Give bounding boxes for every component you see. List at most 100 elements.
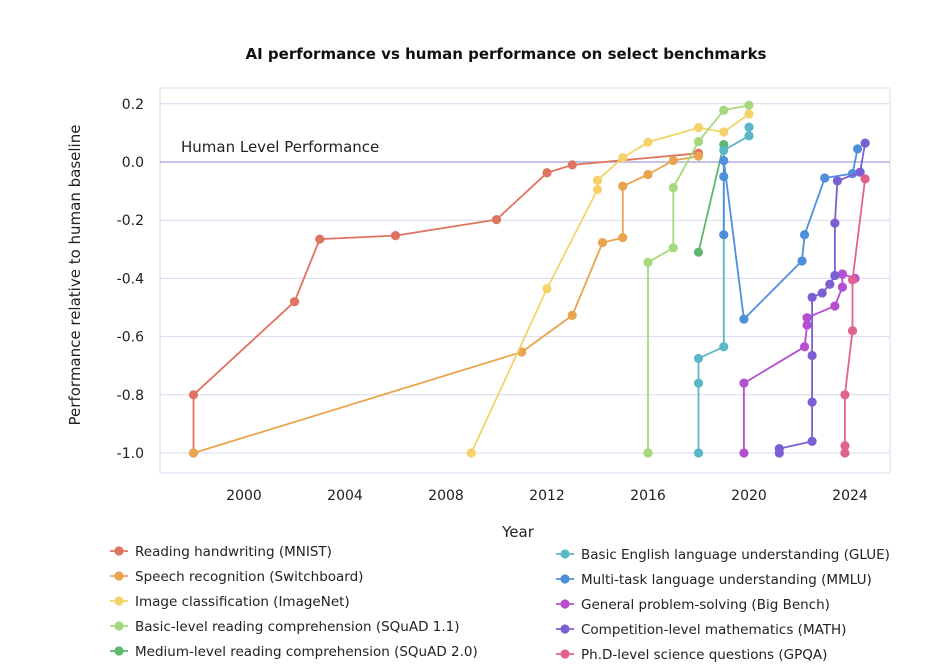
data-point (567, 160, 577, 170)
data-point (799, 230, 810, 240)
data-point (744, 109, 754, 119)
data-point (592, 175, 603, 185)
human-baseline-label: Human Level Performance (181, 138, 379, 156)
legend-item: Medium-level reading comprehension (SQuA… (110, 644, 478, 660)
legend-item: Ph.D-level science questions (GPQA) (556, 647, 827, 663)
data-point (693, 448, 704, 458)
data-point (390, 231, 401, 241)
legend-label: Speech recognition (Switchboard) (135, 569, 363, 585)
data-point (643, 137, 653, 147)
legend-item: Competition-level mathematics (MATH) (556, 622, 846, 638)
data-point (840, 390, 850, 400)
reference-line-group: Human Level Performance (160, 138, 890, 163)
data-point (852, 144, 863, 154)
data-point (188, 390, 199, 400)
data-point (739, 314, 749, 324)
data-point (837, 282, 848, 292)
data-point (797, 256, 807, 266)
legend-swatch-dot (114, 546, 124, 556)
data-point (719, 105, 729, 115)
legend-item: Basic-level reading comprehension (SQuAD… (110, 619, 460, 635)
legend-label: Reading handwriting (MNIST) (135, 544, 332, 560)
series-line (470, 113, 750, 454)
data-point (840, 441, 850, 451)
data-point (668, 243, 678, 253)
y-tick-label: -0.4 (117, 271, 144, 287)
grid (159, 87, 891, 474)
series-line (193, 155, 699, 454)
data-point (807, 350, 817, 361)
series-1 (188, 151, 704, 458)
data-point (643, 169, 653, 180)
legend-label: Ph.D-level science questions (GPQA) (581, 647, 827, 663)
legend-swatch-dot (560, 649, 570, 659)
legend-swatch-dot (560, 574, 570, 584)
x-tick-label: 2016 (630, 488, 666, 504)
data-point (739, 378, 749, 388)
data-point (860, 138, 870, 148)
data-point (802, 320, 812, 330)
series-3 (643, 100, 754, 458)
data-point (618, 233, 628, 243)
y-tick-label: 0.2 (122, 97, 144, 113)
y-axis-label: Performance relative to human baseline (66, 125, 84, 426)
data-point (719, 155, 729, 166)
data-point (830, 301, 840, 311)
legend-swatch-dot (114, 596, 124, 606)
legend-item: Speech recognition (Switchboard) (110, 569, 363, 585)
data-point (693, 123, 704, 133)
legend-swatch-dot (114, 621, 124, 631)
data-point (719, 342, 729, 352)
legend-item: General problem-solving (Big Bench) (556, 597, 830, 613)
data-point (719, 171, 729, 182)
data-point (719, 127, 729, 137)
data-point (719, 230, 729, 240)
data-point (744, 131, 754, 141)
data-point (807, 292, 817, 302)
data-point (542, 283, 552, 294)
series-0 (188, 148, 704, 458)
data-point (693, 151, 704, 161)
chart-title: AI performance vs human performance on s… (246, 45, 767, 63)
data-point (832, 176, 842, 186)
legend-item: Reading handwriting (MNIST) (110, 544, 332, 560)
data-point (774, 444, 784, 454)
legend-label: Competition-level mathematics (MATH) (581, 622, 846, 638)
data-point (542, 168, 552, 178)
x-tick-label: 2012 (529, 488, 565, 504)
data-point (466, 448, 476, 458)
series-8 (774, 138, 870, 458)
data-point (799, 342, 810, 352)
data-point (643, 257, 653, 267)
x-tick-label: 2004 (327, 488, 363, 504)
data-point (830, 270, 840, 281)
data-point (693, 137, 704, 147)
data-point (668, 155, 678, 166)
data-point (820, 173, 830, 183)
y-tick-label: -1.0 (117, 446, 144, 462)
series-6 (719, 144, 863, 324)
data-point (693, 247, 704, 257)
data-point (837, 269, 848, 279)
data-point (847, 275, 858, 285)
data-point (315, 234, 325, 244)
data-point (618, 153, 628, 163)
data-point (860, 174, 870, 184)
tick-labels: 0.2 0.0 -0.2 -0.4 -0.6 -0.8 -1.0 2000 2004 2008 20… (117, 97, 868, 504)
legend-swatch-dot (560, 599, 570, 609)
series-7 (739, 269, 860, 458)
x-tick-label: 2008 (428, 488, 464, 504)
legend-swatch-dot (560, 624, 570, 634)
data-point (840, 448, 850, 458)
data-point (825, 279, 835, 289)
series-2 (466, 109, 754, 458)
data-point (618, 181, 628, 191)
data-point (817, 288, 827, 298)
data-point (807, 436, 817, 446)
y-tick-label: -0.2 (117, 213, 144, 229)
series-line (743, 273, 856, 453)
data-point (693, 378, 704, 388)
series-group (188, 100, 870, 458)
legend-swatch-dot (114, 571, 124, 581)
